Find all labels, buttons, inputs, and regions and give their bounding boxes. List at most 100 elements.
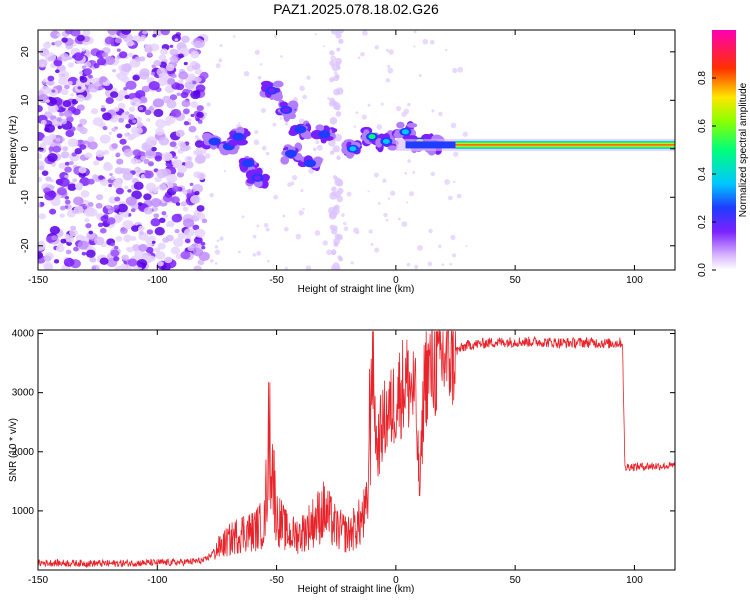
noise-speck	[164, 256, 173, 264]
noise-speck	[97, 222, 104, 228]
spectrogram-y-tick-label: 10	[20, 94, 31, 106]
noise-speck	[172, 185, 180, 192]
noise-speck	[119, 138, 127, 145]
faint-speck	[376, 124, 383, 130]
noise-speck	[160, 30, 170, 36]
noise-speck	[88, 83, 99, 93]
cluster-peak	[282, 107, 290, 113]
noise-speck	[59, 112, 65, 117]
noise-speck	[196, 111, 204, 119]
noise-speck	[122, 171, 134, 181]
colorbar-tick-label: 0.8	[697, 71, 708, 85]
noise-speck	[105, 97, 114, 105]
faint-speck	[343, 221, 347, 226]
faint-speck	[418, 73, 422, 77]
noise-speck	[44, 127, 50, 132]
noise-speck	[81, 47, 86, 52]
noise-speck	[47, 153, 58, 162]
noise-speck	[177, 164, 188, 174]
noise-speck	[61, 37, 68, 43]
faint-speck	[453, 151, 459, 157]
noise-speck	[192, 80, 197, 85]
noise-speck	[170, 246, 181, 255]
noise-speck	[53, 59, 63, 67]
faint-speck	[279, 116, 283, 120]
noise-speck	[154, 155, 163, 162]
faint-speck	[367, 103, 371, 107]
faint-speck	[444, 179, 450, 185]
spectrogram-y-tick-label: -20	[20, 238, 31, 253]
colorbar-gradient	[712, 30, 736, 270]
spectrogram-y-tick-label: -10	[20, 190, 31, 205]
noise-speck	[141, 85, 150, 93]
noise-speck	[175, 83, 185, 91]
faint-speck	[452, 67, 458, 74]
noise-speck	[160, 48, 168, 55]
noise-speck	[58, 177, 70, 188]
noise-speck	[99, 86, 104, 90]
faint-speck	[308, 167, 315, 174]
noise-speck	[144, 149, 156, 159]
faint-speck	[257, 75, 262, 80]
noise-speck	[161, 211, 167, 216]
faint-speck	[370, 243, 374, 246]
noise-speck	[156, 168, 168, 179]
noise-speck	[123, 148, 134, 157]
noise-speck	[56, 84, 63, 91]
noise-speck	[183, 108, 190, 115]
noise-speck	[99, 227, 107, 234]
noise-speck	[102, 126, 108, 131]
noise-speck	[144, 170, 154, 179]
noise-speck	[88, 74, 93, 79]
streak-speck	[334, 133, 342, 142]
spectrogram-x-tick-label: 50	[510, 275, 522, 286]
streak-speck	[336, 47, 341, 52]
faint-speck	[404, 171, 408, 175]
faint-speck	[438, 111, 443, 117]
noise-speck	[112, 115, 118, 120]
faint-speck	[387, 197, 391, 201]
faint-speck	[401, 111, 407, 118]
faint-speck	[341, 213, 345, 217]
noise-speck	[110, 249, 120, 257]
noise-speck	[93, 236, 105, 246]
noise-speck	[85, 81, 91, 86]
faint-speck	[259, 63, 263, 66]
noise-speck	[171, 34, 181, 42]
noise-speck	[134, 168, 138, 172]
snr-axes: -150 -100 -50 0 50 100 1000 2000 3000 4000	[12, 329, 675, 586]
noise-speck	[68, 160, 74, 166]
streak-speck	[329, 224, 336, 231]
noise-speck	[186, 189, 193, 194]
noise-speck	[174, 228, 180, 234]
faint-speck	[383, 212, 388, 218]
noise-speck	[143, 193, 152, 201]
faint-speck	[312, 147, 317, 152]
noise-speck	[136, 122, 144, 128]
faint-speck	[316, 144, 323, 151]
streak-speck	[335, 111, 342, 117]
streak-speck	[331, 186, 337, 193]
faint-speck	[377, 202, 381, 205]
snr-x-tick-label: 100	[626, 575, 643, 586]
faint-speck	[238, 250, 241, 254]
noise-speck	[114, 37, 122, 44]
noise-speck	[72, 108, 81, 116]
noise-speck	[87, 136, 95, 142]
noise-speck	[125, 196, 137, 206]
noise-speck	[64, 166, 72, 173]
noise-speck	[73, 52, 84, 61]
noise-speck	[159, 217, 166, 224]
noise-speck	[83, 67, 93, 75]
spectrogram-x-tick-label: -100	[147, 275, 167, 286]
noise-speck	[146, 242, 153, 247]
noise-speck	[81, 251, 87, 256]
noise-speck	[49, 208, 57, 215]
noise-speck	[111, 68, 117, 73]
noise-speck	[127, 93, 135, 100]
noise-speck	[78, 166, 87, 174]
faint-speck	[382, 178, 387, 183]
noise-speck	[99, 178, 109, 186]
faint-speck	[214, 249, 221, 255]
dominant-band	[455, 140, 675, 149]
